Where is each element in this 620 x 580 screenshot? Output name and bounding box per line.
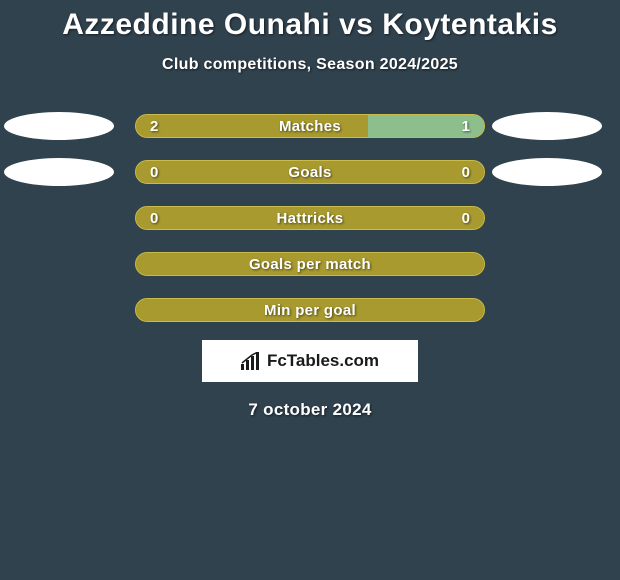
stat-bar <box>135 114 485 138</box>
stat-bar <box>135 252 485 276</box>
player-left-portrait <box>4 158 114 186</box>
player-right-portrait <box>492 158 602 186</box>
bar-chart-icon <box>241 352 263 370</box>
date-text: 7 october 2024 <box>0 400 620 420</box>
comparison-infographic: Azzeddine Ounahi vs Koytentakis Club com… <box>0 0 620 580</box>
stat-bar <box>135 298 485 322</box>
subtitle: Club competitions, Season 2024/2025 <box>0 56 620 74</box>
page-title: Azzeddine Ounahi vs Koytentakis <box>0 0 620 42</box>
stat-row: Goals per match <box>0 252 620 276</box>
stat-bar-right <box>368 115 484 137</box>
stat-row: Goals00 <box>0 160 620 184</box>
stat-bar-left <box>136 253 484 275</box>
stat-row: Matches21 <box>0 114 620 138</box>
stat-row: Hattricks00 <box>0 206 620 230</box>
player-left-portrait <box>4 112 114 140</box>
stat-bar-left <box>136 299 484 321</box>
brand-box: FcTables.com <box>202 340 418 382</box>
stat-row: Min per goal <box>0 298 620 322</box>
stat-bar <box>135 206 485 230</box>
stats-list: Matches21 Goals00 Hattricks00 Goals per mat… <box>0 114 620 322</box>
brand-text: FcTables.com <box>267 351 379 371</box>
stat-bar-left <box>136 207 484 229</box>
stat-bar <box>135 160 485 184</box>
stat-bar-left <box>136 161 484 183</box>
stat-bar-left <box>136 115 368 137</box>
player-right-portrait <box>492 112 602 140</box>
